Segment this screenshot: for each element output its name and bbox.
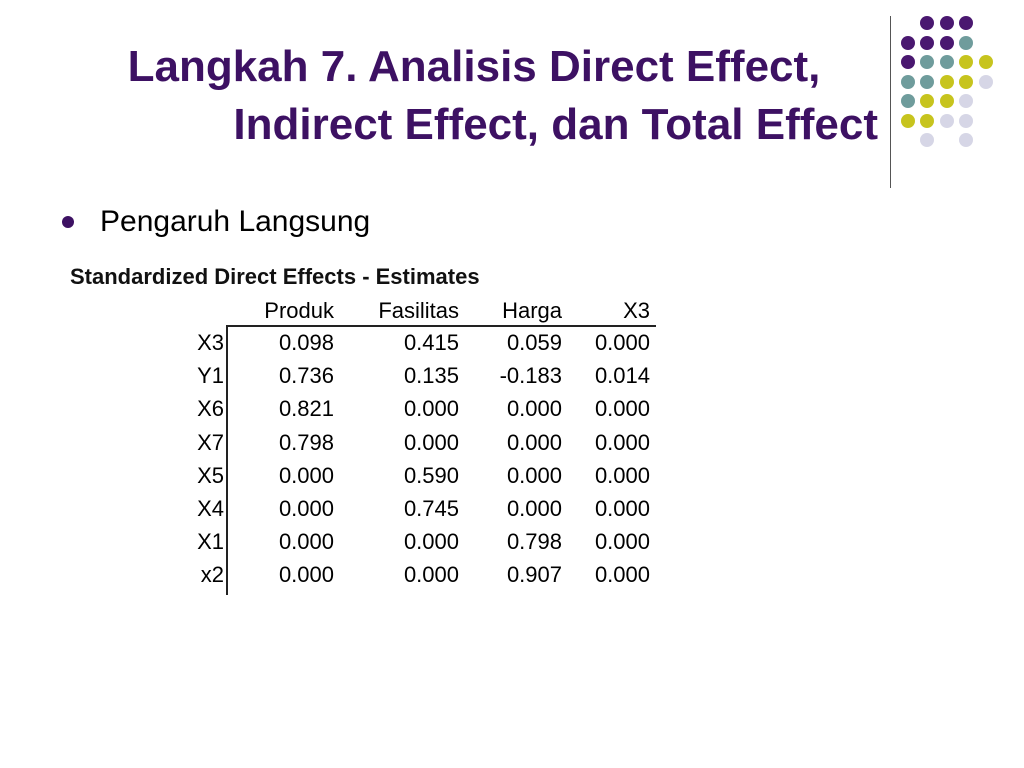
row-label: X4	[197, 496, 224, 521]
title-line-2: Indirect Effect, dan Total Effect	[233, 100, 878, 149]
title-divider	[890, 16, 891, 188]
decorative-dot	[959, 133, 973, 147]
decorative-dot	[959, 113, 973, 128]
label-rule	[226, 325, 228, 595]
decorative-dot	[939, 35, 954, 50]
table-cell: 0.000	[594, 396, 650, 422]
table-cell: 0.014	[594, 363, 650, 389]
slide-title: Langkah 7. Analisis Direct Effect, Indir…	[0, 38, 878, 154]
row-label: X5	[197, 462, 224, 488]
row-label: Y1	[197, 363, 224, 389]
column-header: Harga	[502, 298, 562, 323]
row-label: X7	[197, 429, 224, 455]
title-line-1: Langkah 7. Analisis Direct Effect,	[127, 42, 821, 91]
column-header: Fasilitas	[378, 298, 459, 323]
decorative-dot	[959, 35, 973, 50]
table-cell: 0.000	[506, 396, 562, 422]
decorative-dot	[939, 74, 954, 89]
decorative-dot	[939, 113, 954, 128]
row-label: X3	[197, 330, 224, 355]
row-label: X6	[197, 396, 224, 422]
table-cell: 0.000	[506, 429, 562, 455]
direct-effects-table: Standardized Direct Effects - Estimates …	[68, 262, 668, 602]
table-cell: 0.736	[278, 363, 334, 389]
decorative-dot	[959, 74, 973, 89]
decorative-dot	[920, 133, 934, 147]
table-cell: 0.000	[506, 496, 562, 521]
table-cell: 0.907	[506, 562, 562, 588]
decorative-dot	[920, 16, 934, 30]
decorative-dot	[900, 94, 915, 108]
decorative-dot	[900, 55, 915, 69]
bullet-text: Pengaruh Langsung	[100, 205, 371, 238]
table-cell: 0.798	[278, 429, 334, 455]
table-cell: 0.590	[403, 462, 459, 488]
table-cell: 0.000	[278, 529, 334, 555]
decorative-dot	[959, 16, 973, 30]
table-cell: 0.000	[278, 562, 334, 588]
decorative-dot	[920, 74, 934, 89]
table-cell: 0.798	[506, 529, 562, 555]
table-cell: 0.000	[594, 496, 650, 521]
decorative-dot	[920, 94, 934, 108]
column-header: X3	[623, 298, 650, 323]
bullet-item: Pengaruh Langsung	[62, 200, 370, 244]
decorative-dot	[900, 35, 915, 50]
column-header: Produk	[264, 298, 334, 323]
row-label: X1	[197, 529, 224, 555]
table-cell: 0.415	[403, 330, 459, 355]
table-cell: 0.000	[594, 330, 650, 355]
decorative-dot	[939, 94, 954, 108]
table-cell: 0.135	[403, 363, 459, 389]
table-cell: 0.000	[278, 462, 334, 488]
table-cell: 0.000	[278, 496, 334, 521]
table-cell: 0.000	[403, 529, 459, 555]
decorative-dot	[900, 113, 915, 128]
table-cell: 0.000	[403, 429, 459, 455]
table-cell: 0.000	[403, 562, 459, 588]
table-cell: 0.821	[278, 396, 334, 422]
table-cell: -0.183	[499, 363, 562, 389]
decorative-dot-grid	[0, 0, 1024, 200]
decorative-dot	[920, 113, 934, 128]
header-rule	[226, 325, 656, 327]
table-cell: 0.000	[594, 562, 650, 588]
row-label: x2	[200, 562, 224, 588]
table-title: Standardized Direct Effects - Estimates	[70, 264, 480, 289]
bullet-icon	[62, 216, 74, 228]
table-cell: 0.745	[403, 496, 459, 521]
decorative-dot	[939, 16, 954, 30]
table-cell: 0.000	[594, 529, 650, 555]
table-cell: 0.000	[506, 462, 562, 488]
decorative-dot	[959, 94, 973, 108]
decorative-dot	[959, 55, 973, 69]
decorative-dot	[920, 55, 934, 69]
decorative-dot	[939, 55, 954, 69]
table-cell: 0.000	[594, 429, 650, 455]
table-cell: 0.000	[594, 462, 650, 488]
table-cell: 0.000	[403, 396, 459, 422]
decorative-dot	[978, 74, 993, 89]
decorative-dot	[978, 55, 993, 69]
table-cell: 0.098	[278, 330, 334, 355]
table-cell: 0.059	[506, 330, 562, 355]
decorative-dot	[920, 35, 934, 50]
decorative-dot	[900, 74, 915, 89]
